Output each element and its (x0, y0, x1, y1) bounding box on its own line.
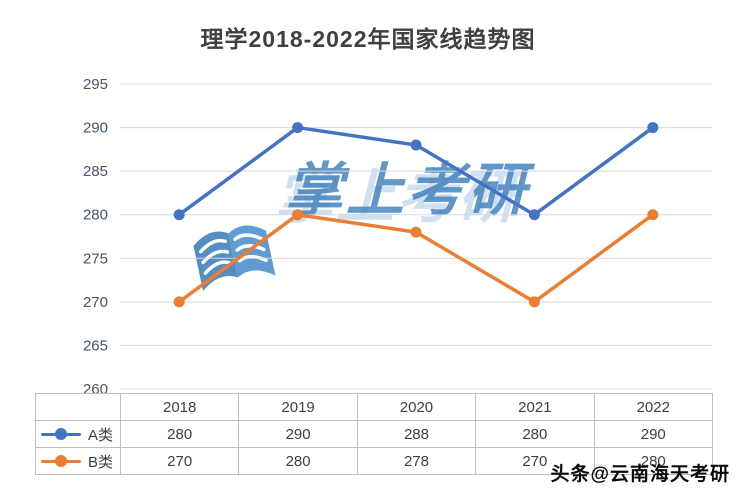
table-year-header: 2022 (593, 393, 713, 421)
data-point-A类 (528, 209, 540, 221)
legend-marker-icon (41, 428, 81, 440)
table-value-cell: 290 (238, 420, 358, 448)
table-value-cell: 290 (593, 420, 713, 448)
y-tick-label: 290 (83, 120, 108, 137)
table-value-cell: 270 (475, 447, 595, 475)
chart-title: 理学2018-2022年国家线趋势图 (200, 26, 536, 52)
data-point-A类 (647, 122, 659, 134)
table-year-header: 2020 (356, 393, 477, 421)
table-corner-cell (35, 393, 121, 421)
legend-cell-A类: A类 (35, 420, 121, 448)
legend-series-name: B类 (88, 453, 114, 471)
table-value-cell: 280 (238, 447, 358, 475)
chart-data-table: 2018 2019 2020 2021 2022 A类 280 290 288 280 290 B类 2… (35, 393, 713, 475)
y-tick-label: 275 (83, 250, 108, 267)
data-table: 2018 2019 2020 2021 2022 A类 280 290 288 280 290 B类 2… (35, 393, 713, 475)
table-value-cell: 288 (356, 420, 477, 448)
table-year-header: 2019 (238, 393, 358, 421)
table-value-cell: 280 (593, 447, 713, 475)
data-point-A类 (173, 209, 185, 221)
data-point-B类 (528, 296, 540, 308)
watermark-text: 掌上考研 (285, 158, 530, 223)
table-value-cell: 280 (119, 420, 240, 448)
legend-cell-B类: B类 (35, 447, 121, 475)
data-point-B类 (647, 209, 659, 221)
y-tick-label: 270 (83, 294, 108, 311)
legend-marker-icon (41, 455, 81, 467)
y-tick-label: 265 (83, 337, 108, 354)
table-value-cell: 280 (475, 420, 595, 448)
watermark: 掌上考研 (186, 156, 529, 300)
data-point-A类 (292, 122, 304, 134)
credit-text: 头条@云南海天考研 (550, 464, 730, 485)
y-tick-label: 285 (83, 163, 108, 180)
table-year-header: 2018 (119, 393, 240, 421)
open-book-icon (193, 225, 276, 292)
table-year-header: 2021 (475, 393, 595, 421)
y-tick-label: 280 (83, 207, 108, 224)
table-value-cell: 278 (356, 447, 477, 475)
data-point-A类 (410, 139, 422, 151)
data-point-B类 (173, 296, 185, 308)
legend-series-name: A类 (88, 426, 114, 444)
y-tick-label: 295 (83, 76, 108, 93)
table-value-cell: 270 (119, 447, 240, 475)
